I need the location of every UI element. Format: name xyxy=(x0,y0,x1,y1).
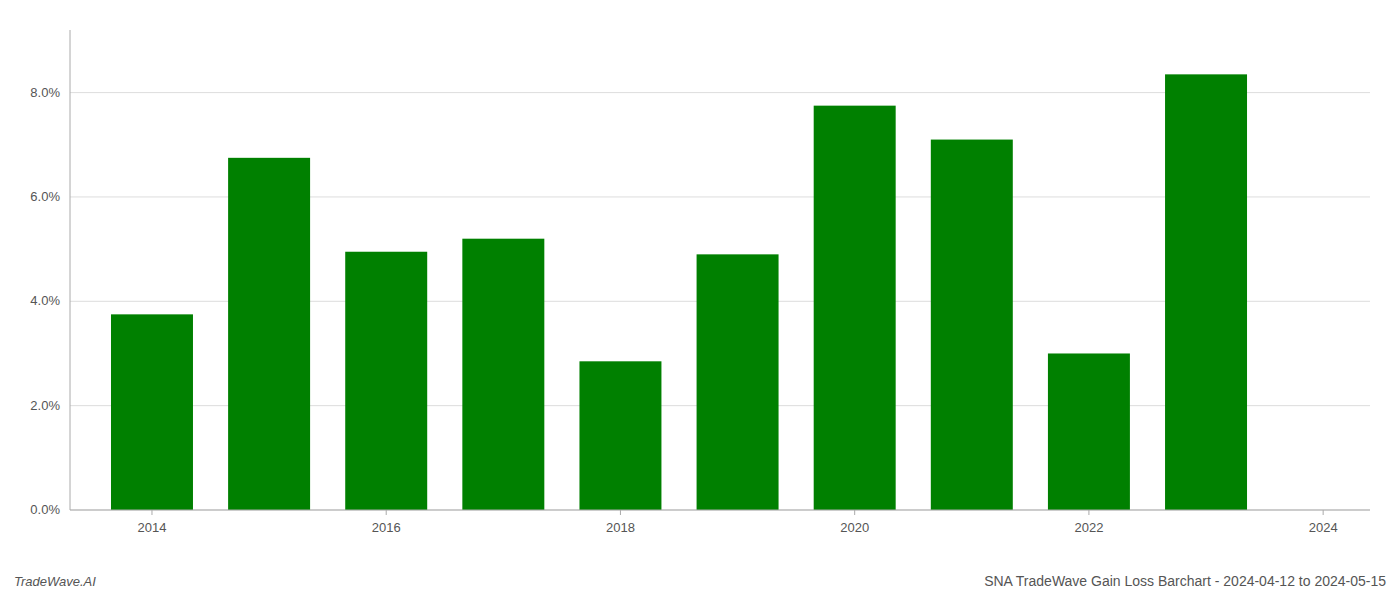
bar xyxy=(1165,74,1247,510)
x-tick-label: 2024 xyxy=(1309,520,1338,535)
y-tick-label: 6.0% xyxy=(30,189,60,204)
x-axis: 2014 2016 2018 2020 2022 2024 xyxy=(70,510,1370,535)
y-tick-label: 2.0% xyxy=(30,398,60,413)
footer-text: TradeWave.AI xyxy=(14,574,96,589)
x-tick xyxy=(1088,510,1089,515)
y-axis-line xyxy=(70,30,71,510)
bar xyxy=(931,140,1013,510)
x-tick-label: 2014 xyxy=(138,520,167,535)
title: SNA TradeWave Gain Loss Barchart - 2024-… xyxy=(984,573,1386,589)
x-axis-line xyxy=(70,510,1370,511)
x-tick xyxy=(854,510,855,515)
bar xyxy=(579,361,661,510)
bar xyxy=(228,158,310,510)
x-tick-label: 2020 xyxy=(840,520,869,535)
bar xyxy=(1048,353,1130,510)
bar xyxy=(814,106,896,510)
grid-line xyxy=(70,510,1370,511)
chart: 0.0% 2.0% 4.0% 6.0% 8.0% 2014 2016 2018 2020 2022… xyxy=(0,0,1400,600)
bar xyxy=(697,254,779,510)
x-tick xyxy=(620,510,621,515)
x-tick xyxy=(151,510,152,515)
x-tick xyxy=(386,510,387,515)
x-tick-label: 2022 xyxy=(1074,520,1103,535)
x-tick xyxy=(1323,510,1324,515)
bar xyxy=(345,252,427,510)
bar xyxy=(111,314,193,510)
x-tick-label: 2018 xyxy=(606,520,635,535)
y-tick-label: 0.0% xyxy=(30,502,60,517)
y-tick-label: 4.0% xyxy=(30,293,60,308)
y-tick-label: 8.0% xyxy=(30,85,60,100)
bar xyxy=(462,239,544,510)
x-tick-label: 2016 xyxy=(372,520,401,535)
bars xyxy=(111,74,1247,510)
